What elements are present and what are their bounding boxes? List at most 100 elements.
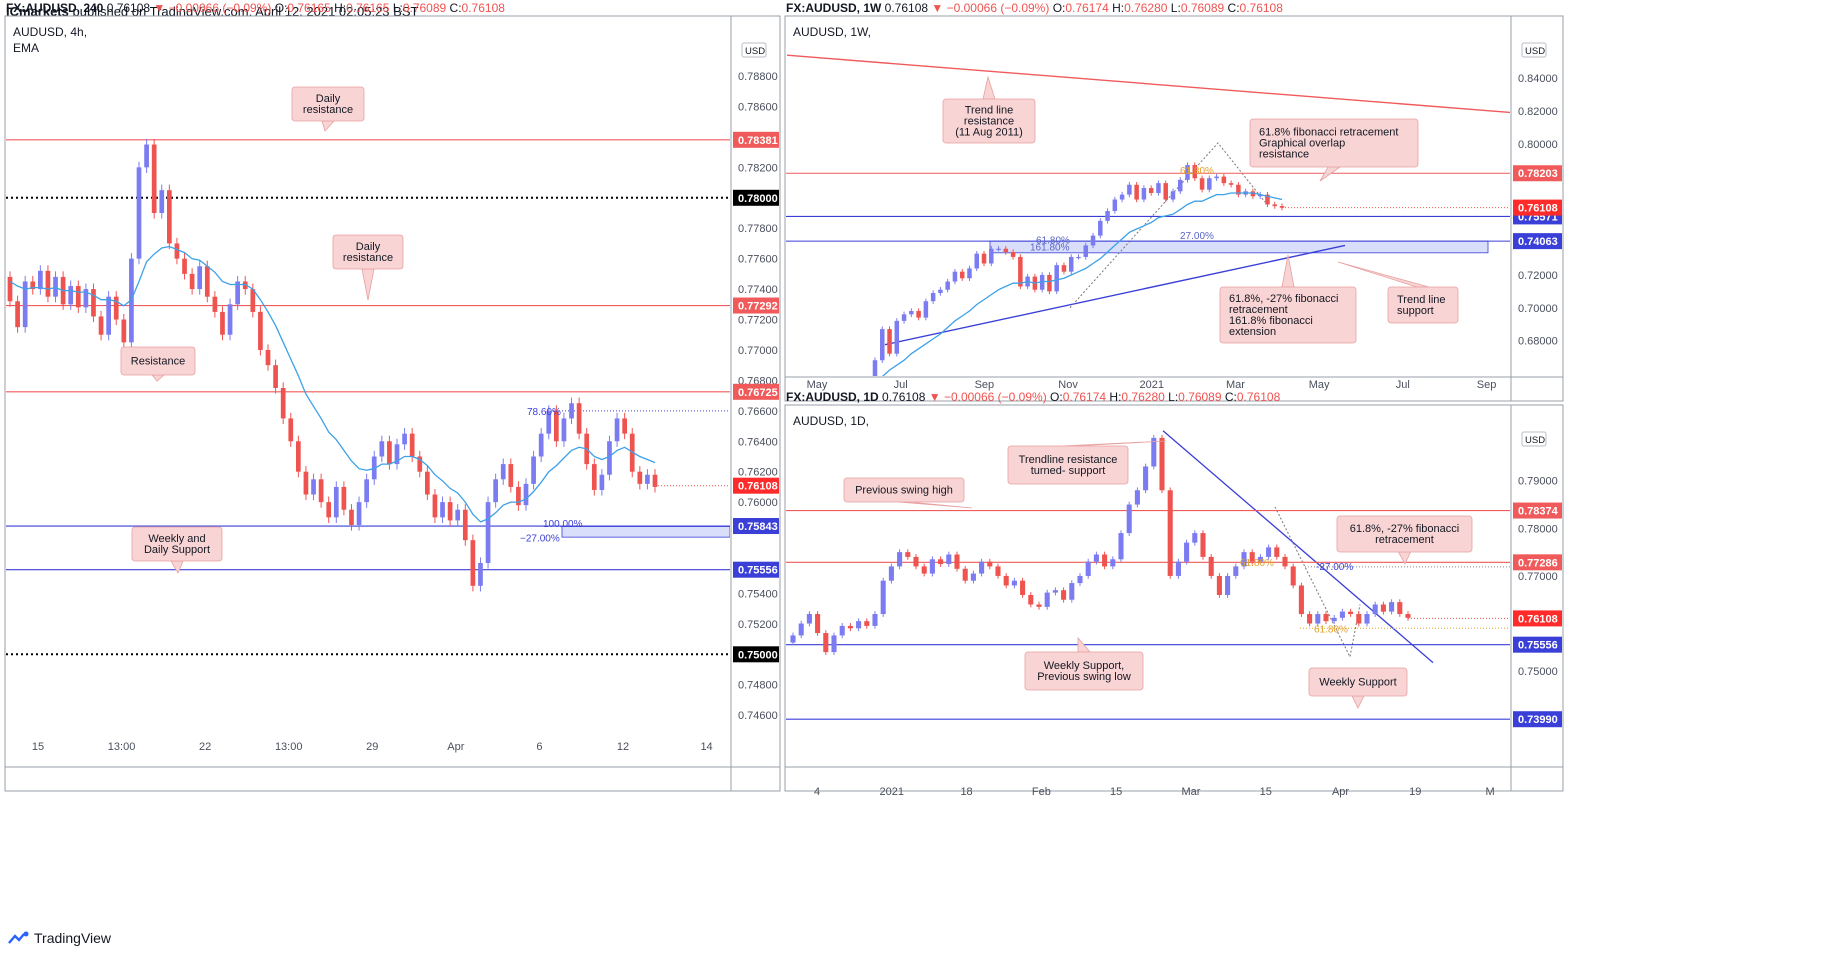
candle-body <box>182 258 187 274</box>
annotation-callout[interactable]: Weekly Support,Previous swing low <box>1024 636 1144 691</box>
callout-box <box>1336 515 1473 553</box>
callout-text: 61.8%, -27% fibonacci <box>1229 293 1338 305</box>
candle-body <box>1200 533 1206 557</box>
candle-body <box>798 623 804 636</box>
fib-text: -27.00% <box>1316 562 1353 573</box>
currency-label: USD <box>745 46 765 57</box>
candle-body <box>938 559 944 565</box>
annotation-callout[interactable]: Resistance <box>120 346 196 382</box>
price-label-text: 0.78203 <box>1518 168 1558 180</box>
current-price-box <box>1513 199 1562 216</box>
candle-body <box>235 281 240 305</box>
candle-body <box>1003 575 1009 586</box>
time-tick-label: 15 <box>1110 786 1122 798</box>
time-tick-label: 15 <box>1260 786 1272 798</box>
panel-left[interactable]: FX:AUDUSD, 240 0.76108 ▼ −0.00066 (−0.09… <box>4 1 781 792</box>
candle-body <box>516 486 521 506</box>
candle-body <box>1257 194 1263 197</box>
candle-body <box>387 441 392 465</box>
annotation-callout[interactable]: Weekly Support <box>1308 667 1408 709</box>
annotation-callout[interactable]: Previous swing high <box>843 477 973 509</box>
candle-body <box>929 559 935 574</box>
price-label-0.75556: 0.75556 <box>733 561 779 578</box>
candle-body <box>1221 176 1227 184</box>
panel-daily[interactable]: FX:AUDUSD, 1D 0.76108 ▼ −0.00066 (−0.09%… <box>784 390 1564 798</box>
candle-body <box>38 270 43 290</box>
price-tick-label: 0.84000 <box>1518 73 1558 85</box>
candle-body <box>962 568 968 581</box>
candle-body <box>22 281 28 328</box>
candle-body <box>296 441 301 472</box>
panel-title-left: AUDUSD, 4h, <box>13 25 87 39</box>
tradingview-brand[interactable]: TradingView <box>8 930 111 946</box>
panel-weekly[interactable]: FX:AUDUSD, 1W 0.76108 ▼ −0.00066 (−0.09%… <box>784 1 1564 409</box>
price-label-text: 0.77292 <box>738 301 778 313</box>
price-tick-label: 0.79000 <box>1518 476 1558 488</box>
candle-body <box>561 418 567 442</box>
price-label-text: 0.74063 <box>1518 236 1558 248</box>
candle-body <box>1184 542 1190 562</box>
candle-body <box>417 456 423 472</box>
currency-label: USD <box>1525 46 1545 57</box>
price-label-text: 0.78374 <box>1518 506 1559 518</box>
currency-badge-weekly: USD <box>1521 42 1547 58</box>
time-tick-label: 12 <box>617 741 629 753</box>
candle-body <box>1170 191 1176 200</box>
candle-body <box>1148 188 1154 193</box>
candle-body <box>1192 165 1198 179</box>
candle-body <box>806 614 812 624</box>
candle-body <box>954 554 960 569</box>
candle-body <box>981 253 987 264</box>
candle-body <box>265 349 271 366</box>
price-tick-label: 0.77200 <box>738 315 778 327</box>
plot-area-left[interactable] <box>6 138 731 656</box>
candle-body <box>1272 204 1277 207</box>
callout-text: Trend line <box>1397 294 1446 306</box>
candle-body <box>1167 490 1173 576</box>
candle-body <box>425 471 430 495</box>
price-tick-label: 0.75000 <box>1518 666 1558 678</box>
price-tick-label: 0.78600 <box>738 101 778 113</box>
price-label-box <box>1513 165 1562 182</box>
indicator-label: EMA <box>13 41 39 55</box>
price-label-box <box>1513 636 1562 653</box>
candle-body <box>888 566 894 581</box>
plot-area-daily[interactable] <box>786 430 1511 720</box>
candle-body <box>880 329 885 361</box>
panel-frame-weekly <box>784 15 1564 402</box>
candle-body <box>546 410 552 434</box>
price-label-box <box>733 518 779 535</box>
price-tick-label: 0.72000 <box>1518 270 1558 282</box>
plot-area-weekly[interactable] <box>786 54 1512 409</box>
price-tick-label: 0.78800 <box>738 71 778 83</box>
callout-text: extension <box>1229 326 1276 338</box>
price-tick-label: 0.82000 <box>1518 106 1558 118</box>
candle-body <box>204 266 210 297</box>
candle-body <box>303 471 309 495</box>
candle-body <box>880 580 886 615</box>
candle-body <box>1159 437 1165 491</box>
candle-body <box>1356 614 1362 624</box>
price-label-0.75843: 0.75843 <box>733 518 779 535</box>
candle-body <box>1339 611 1345 618</box>
candle-body <box>872 360 878 376</box>
candle-body <box>974 253 980 269</box>
price-label-text: 0.75000 <box>738 649 778 661</box>
candle-body <box>995 566 1001 576</box>
candle-body <box>1236 184 1241 195</box>
candle-body <box>1265 194 1270 205</box>
price-tick-label: 0.77000 <box>738 345 778 357</box>
time-tick-label: Sep <box>975 379 995 391</box>
price-label-0.78374: 0.78374 <box>1513 502 1562 519</box>
candle-body <box>1364 614 1370 624</box>
